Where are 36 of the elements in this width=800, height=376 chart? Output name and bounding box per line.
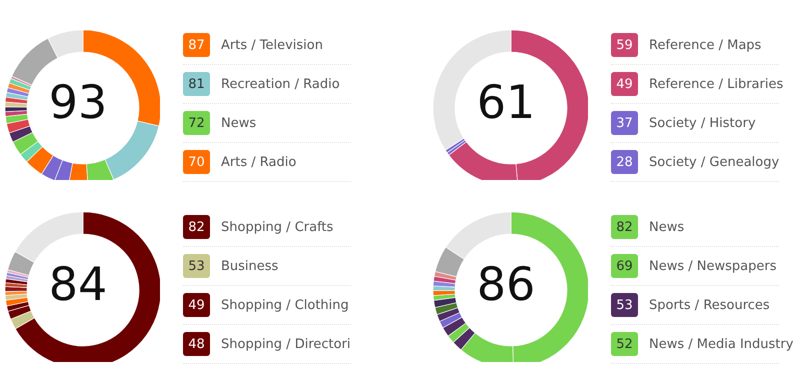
text: 82 [183, 215, 210, 239]
text: 72 [183, 111, 210, 135]
text: 93 [48, 74, 108, 131]
text: 59 [611, 33, 638, 57]
legend-label: Shopping / Directori [221, 336, 351, 352]
legend-label: Society / Genealogy [649, 154, 780, 170]
legend-label: Arts / Radio [221, 154, 296, 170]
legend-label: News / Newspapers [649, 258, 776, 274]
text: 48 [183, 332, 210, 356]
text: 53 [183, 254, 210, 278]
legend-label: Sports / Resources [649, 298, 770, 312]
text: 69 [611, 254, 638, 278]
legend-label: Society / History [649, 116, 756, 130]
legend-label: Recreation / Radio [221, 76, 340, 92]
text: 81 [183, 72, 210, 96]
legend-label: News / Media Industry [649, 336, 794, 352]
legend-label: Business [221, 258, 278, 274]
text: 61 [476, 74, 536, 131]
text: 52 [611, 332, 638, 356]
text: 49 [611, 72, 638, 96]
text: 87 [183, 33, 210, 57]
legend-label: News [649, 220, 684, 234]
legend-label: News [221, 116, 256, 130]
text: 82 [611, 215, 638, 239]
text: 28 [611, 150, 638, 174]
text: 53 [611, 293, 638, 317]
text: 70 [183, 150, 210, 174]
legend-label: Arts / Television [221, 38, 323, 52]
text: 49 [183, 293, 210, 317]
legend-label: Reference / Libraries [649, 76, 784, 92]
text: 84 [48, 256, 108, 313]
text: 37 [611, 111, 638, 135]
legend-label: Shopping / Clothing [221, 298, 349, 312]
legend-label: Shopping / Crafts [221, 220, 334, 234]
text: 86 [476, 256, 536, 313]
legend-label: Reference / Maps [649, 38, 762, 52]
